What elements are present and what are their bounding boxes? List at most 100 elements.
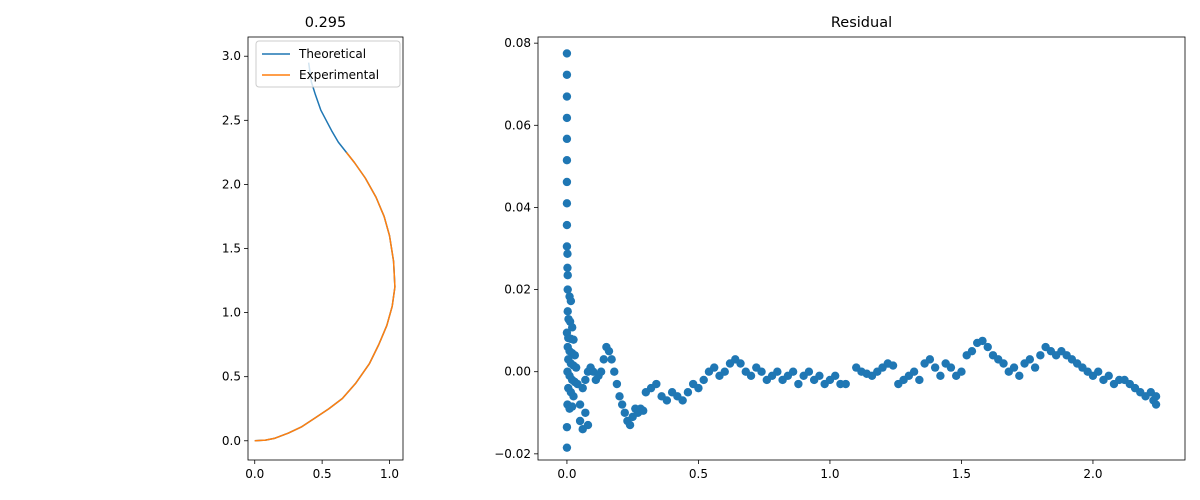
residual-point [930,363,940,372]
left-y-tick-label: 2.5 [222,113,241,127]
residual-point [581,408,590,417]
series-line-experimental [254,151,396,442]
left-y-tick-label: 1.5 [222,242,241,256]
residual-point [1094,367,1103,376]
residual-point [662,396,672,405]
residual-point [773,367,782,376]
residual-point [1030,363,1040,372]
residual-point [562,92,572,101]
residual-point [599,355,608,364]
right-axes-frame [537,36,1186,461]
residual-point [563,263,572,272]
left-y-tick-label: 0.0 [222,434,241,448]
residual-point [617,400,627,409]
left-data-layer [254,62,396,442]
residual-point [562,70,572,79]
right-y-tick-label: 0.00 [504,365,531,379]
residual-point [831,371,840,381]
residual-point [652,379,661,389]
residual-point [936,371,945,381]
residual-point [746,371,756,381]
residual-point [978,336,987,346]
residual-point [694,383,703,393]
residual-point [757,367,766,376]
legend: Theoretical Experimental [255,40,401,88]
right-data-layer [562,49,1161,452]
residual-point [946,363,956,372]
residual-point [575,416,585,426]
left-x-tick-label: 1.0 [380,467,399,481]
right-x-tick-label: 0.0 [557,467,576,481]
left-y-tick-label: 3.0 [222,49,241,63]
residual-point [562,113,572,123]
residual-point [967,346,977,356]
residual-point [570,351,580,360]
residual-point [569,392,578,401]
residual-point [699,375,708,385]
residual-point [567,323,577,332]
left-plot-canvas: 0.295 0.0 0.5 1.0 0.0 0.5 1.0 1.5 2.0 2.5 3.0 Theor… [222,15,404,481]
residual-point [583,420,593,430]
residual-point [909,367,919,376]
right-y-tick-label: 0.04 [504,200,531,214]
residual-point [804,367,814,376]
residual-point [1151,392,1161,401]
residual-point [1009,363,1019,372]
residual-point [562,49,572,58]
residual-point [562,242,572,251]
residual-point [569,335,578,344]
residual-point [925,355,935,364]
legend-box [255,40,401,88]
residual-point [578,383,587,393]
right-x-tick-label: 1.0 [820,467,839,481]
residual-point [562,177,572,187]
residual-point [794,379,803,389]
residual-point [683,388,693,397]
residual-point [625,420,635,430]
residual-point [604,346,614,356]
residual-point [567,402,577,411]
residual-point [678,396,687,405]
residual-point [562,156,572,165]
left-axes-frame [247,36,404,461]
left-y-tick-label: 2.0 [222,177,241,191]
residual-point [1015,371,1024,381]
residual-point [615,392,624,401]
right-y-tick-label: −0.02 [494,447,531,461]
residual-point [888,361,898,370]
right-x-tick-label: 2.0 [1083,467,1102,481]
residual-point [563,249,572,259]
residual-point [612,379,622,389]
left-x-tick-label: 0.0 [245,467,264,481]
residual-point [1151,400,1161,409]
residual-point [610,367,619,376]
residual-point [607,355,616,364]
residual-point [596,367,606,376]
residual-point [566,296,576,306]
residual-point [571,363,581,372]
residual-point [1025,355,1035,364]
residual-point [815,371,824,381]
residual-point [562,422,572,432]
residual-point [562,199,572,208]
residual-point [639,406,648,415]
residual-point [581,375,590,385]
right-plot-canvas: Residual 0.0 0.5 1.0 1.5 2.0 −0.02 0.00 0.02 0.04… [494,15,1186,481]
legend-label-experimental: Experimental [299,68,379,82]
residual-point [563,285,572,294]
residual-point [562,134,572,144]
left-chart-title: 0.295 [305,15,347,31]
right-y-tick-label: 0.08 [504,36,531,50]
residual-point [562,220,572,230]
residual-point [915,375,924,385]
left-x-tick-label: 0.5 [313,467,332,481]
residual-point [841,379,850,389]
residual-point [999,359,1008,368]
left-y-tick-label: 1.0 [222,306,241,320]
right-x-tick-label: 1.5 [952,467,971,481]
residual-point [1104,371,1113,381]
legend-label-theoretical: Theoretical [298,47,366,61]
residual-point [562,443,572,452]
residual-point [620,408,629,417]
